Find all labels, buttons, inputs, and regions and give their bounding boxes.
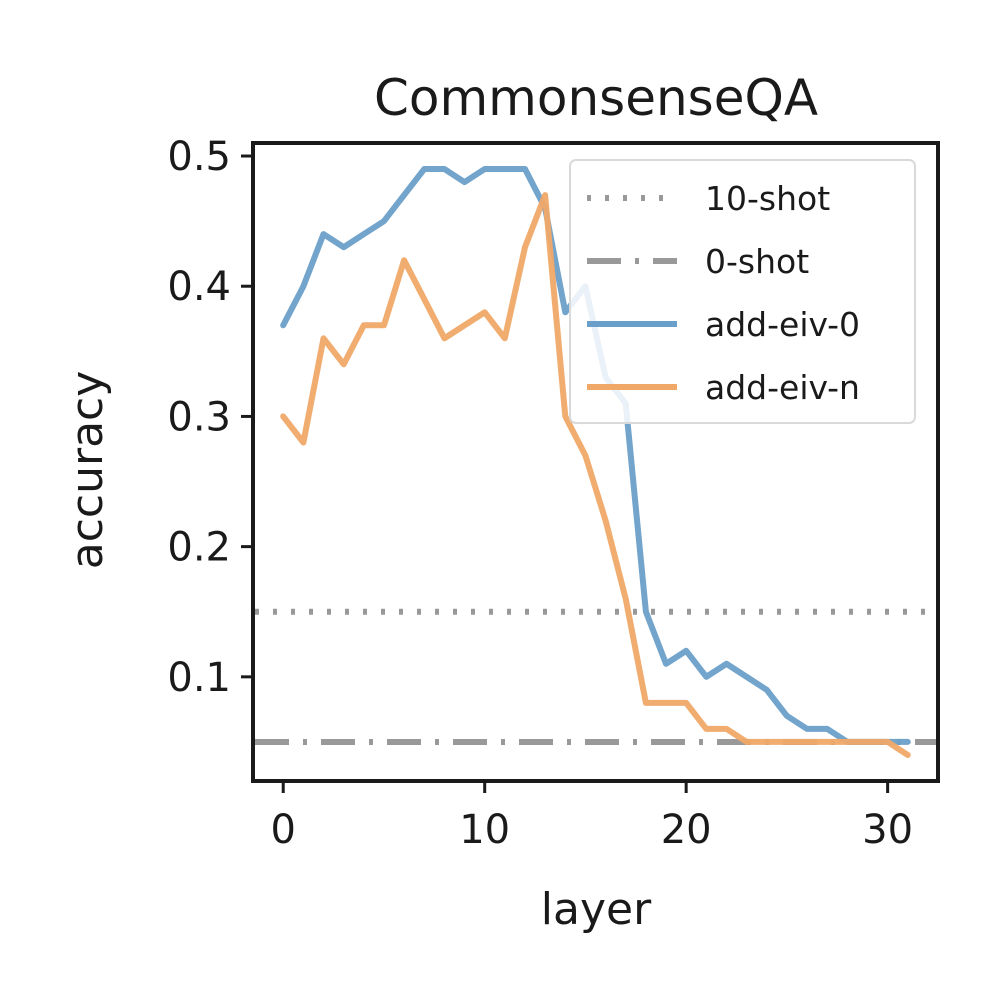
legend-label-add-eiv-0: add-eiv-0 <box>705 305 860 344</box>
chart-title: CommonsenseQA <box>374 69 818 127</box>
y-tick-label: 0.4 <box>167 264 231 310</box>
x-tick-label: 20 <box>661 807 712 853</box>
y-tick-label: 0.3 <box>167 394 231 440</box>
x-tick-label: 10 <box>459 807 510 853</box>
x-axis-label: layer <box>541 884 652 935</box>
y-tick-label: 0.1 <box>167 655 231 701</box>
legend-label-10-shot: 10-shot <box>705 179 830 218</box>
y-axis-label: accuracy <box>62 371 113 570</box>
y-axis-ticks: 0.1 0.2 0.3 0.4 0.5 <box>167 134 253 701</box>
legend-box <box>569 159 916 424</box>
plot-frame <box>251 141 940 783</box>
legend-label-0-shot: 0-shot <box>705 242 809 281</box>
y-tick-label: 0.2 <box>167 525 231 571</box>
x-axis-ticks: 0 10 20 30 <box>270 781 913 853</box>
y-tick-label: 0.5 <box>167 134 231 180</box>
legend-label-add-eiv-n: add-eiv-n <box>705 368 860 407</box>
x-tick-label: 30 <box>862 807 913 853</box>
series-line-add-eiv-n <box>280 192 911 758</box>
legend: 10-shot 0-shot add-eiv-0 add-eiv-n <box>569 159 916 424</box>
x-tick-label: 0 <box>270 807 295 853</box>
